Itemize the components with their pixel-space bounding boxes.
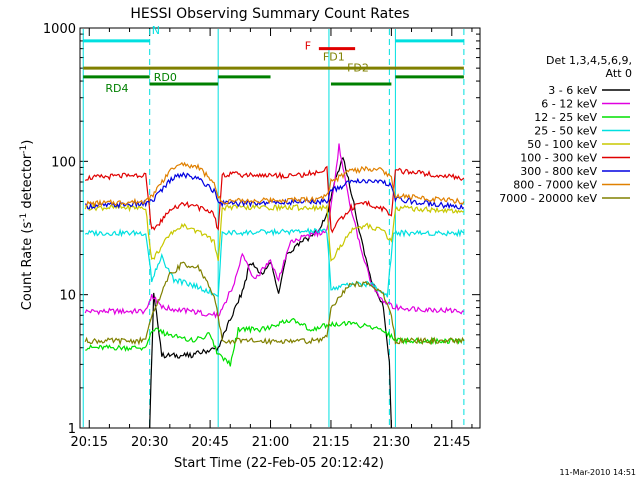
series-line bbox=[84, 203, 465, 262]
y-tick-label: 1 bbox=[68, 422, 76, 437]
legend-entry-label: 6 - 12 keV bbox=[541, 98, 597, 111]
x-tick-label: 20:30 bbox=[131, 435, 168, 450]
legend-entry-label: 12 - 25 keV bbox=[534, 111, 597, 124]
legend-entry-label: 25 - 50 keV bbox=[534, 125, 597, 138]
plot-area: 1 10 100 1000 20:15 20:30 20:45 21:00 21:15 21:30… bbox=[43, 22, 481, 450]
annotation-fd1: FD1 bbox=[323, 51, 345, 64]
y-tick-label: 1000 bbox=[43, 22, 76, 37]
series-line bbox=[84, 261, 465, 346]
chart-title: HESSI Observing Summary Count Rates bbox=[130, 6, 409, 22]
legend-header-line1: Det 1,3,4,5,6,9, bbox=[546, 54, 632, 67]
annotation-f: F bbox=[305, 39, 311, 52]
legend-entry-label: 7000 - 20000 keV bbox=[499, 192, 597, 205]
y-axis-label-sup1: -1 bbox=[19, 213, 29, 222]
x-tick-label: 20:15 bbox=[71, 435, 108, 450]
x-tick-label: 21:15 bbox=[312, 435, 349, 450]
x-tick-label: 20:45 bbox=[191, 435, 228, 450]
series-line bbox=[84, 227, 465, 298]
annotation-rd0: RD0 bbox=[154, 71, 177, 84]
x-axis-label: Start Time (22-Feb-05 20:12:42) bbox=[174, 456, 384, 471]
series-line bbox=[84, 171, 465, 210]
x-tick-label: 21:30 bbox=[373, 435, 410, 450]
y-axis-label-part3: ) bbox=[20, 140, 35, 145]
legend-entry-label: 100 - 300 keV bbox=[520, 152, 597, 165]
y-axis-label: Count Rate (s-1 detector-1) bbox=[19, 140, 35, 311]
legend-entry-label: 3 - 6 keV bbox=[548, 84, 597, 97]
footer-timestamp: 11-Mar-2010 14:51 bbox=[560, 468, 637, 477]
legend-entry-label: 50 - 100 keV bbox=[527, 138, 597, 151]
y-tick-label: 10 bbox=[59, 289, 76, 304]
annotation-rd4: RD4 bbox=[105, 82, 128, 95]
x-tick-label: 21:00 bbox=[252, 435, 289, 450]
annotation-n: N bbox=[152, 24, 160, 37]
series-line bbox=[84, 143, 465, 319]
plot-frame bbox=[79, 27, 481, 429]
legend-entry-label: 300 - 800 keV bbox=[520, 165, 597, 178]
y-axis-label-sup2: -1 bbox=[19, 145, 29, 154]
legend-header-line2: Att 0 bbox=[606, 67, 632, 80]
y-tick-label: 100 bbox=[51, 155, 76, 170]
y-axis-label-part2: detector bbox=[20, 153, 35, 213]
series-line bbox=[85, 161, 465, 208]
legend-entry-label: 800 - 7000 keV bbox=[513, 179, 597, 192]
y-axis-label-part1: Count Rate (s bbox=[20, 222, 35, 311]
series-line bbox=[85, 317, 465, 367]
x-tick-label: 21:45 bbox=[433, 435, 470, 450]
annotation-fd2: FD2 bbox=[347, 62, 369, 75]
